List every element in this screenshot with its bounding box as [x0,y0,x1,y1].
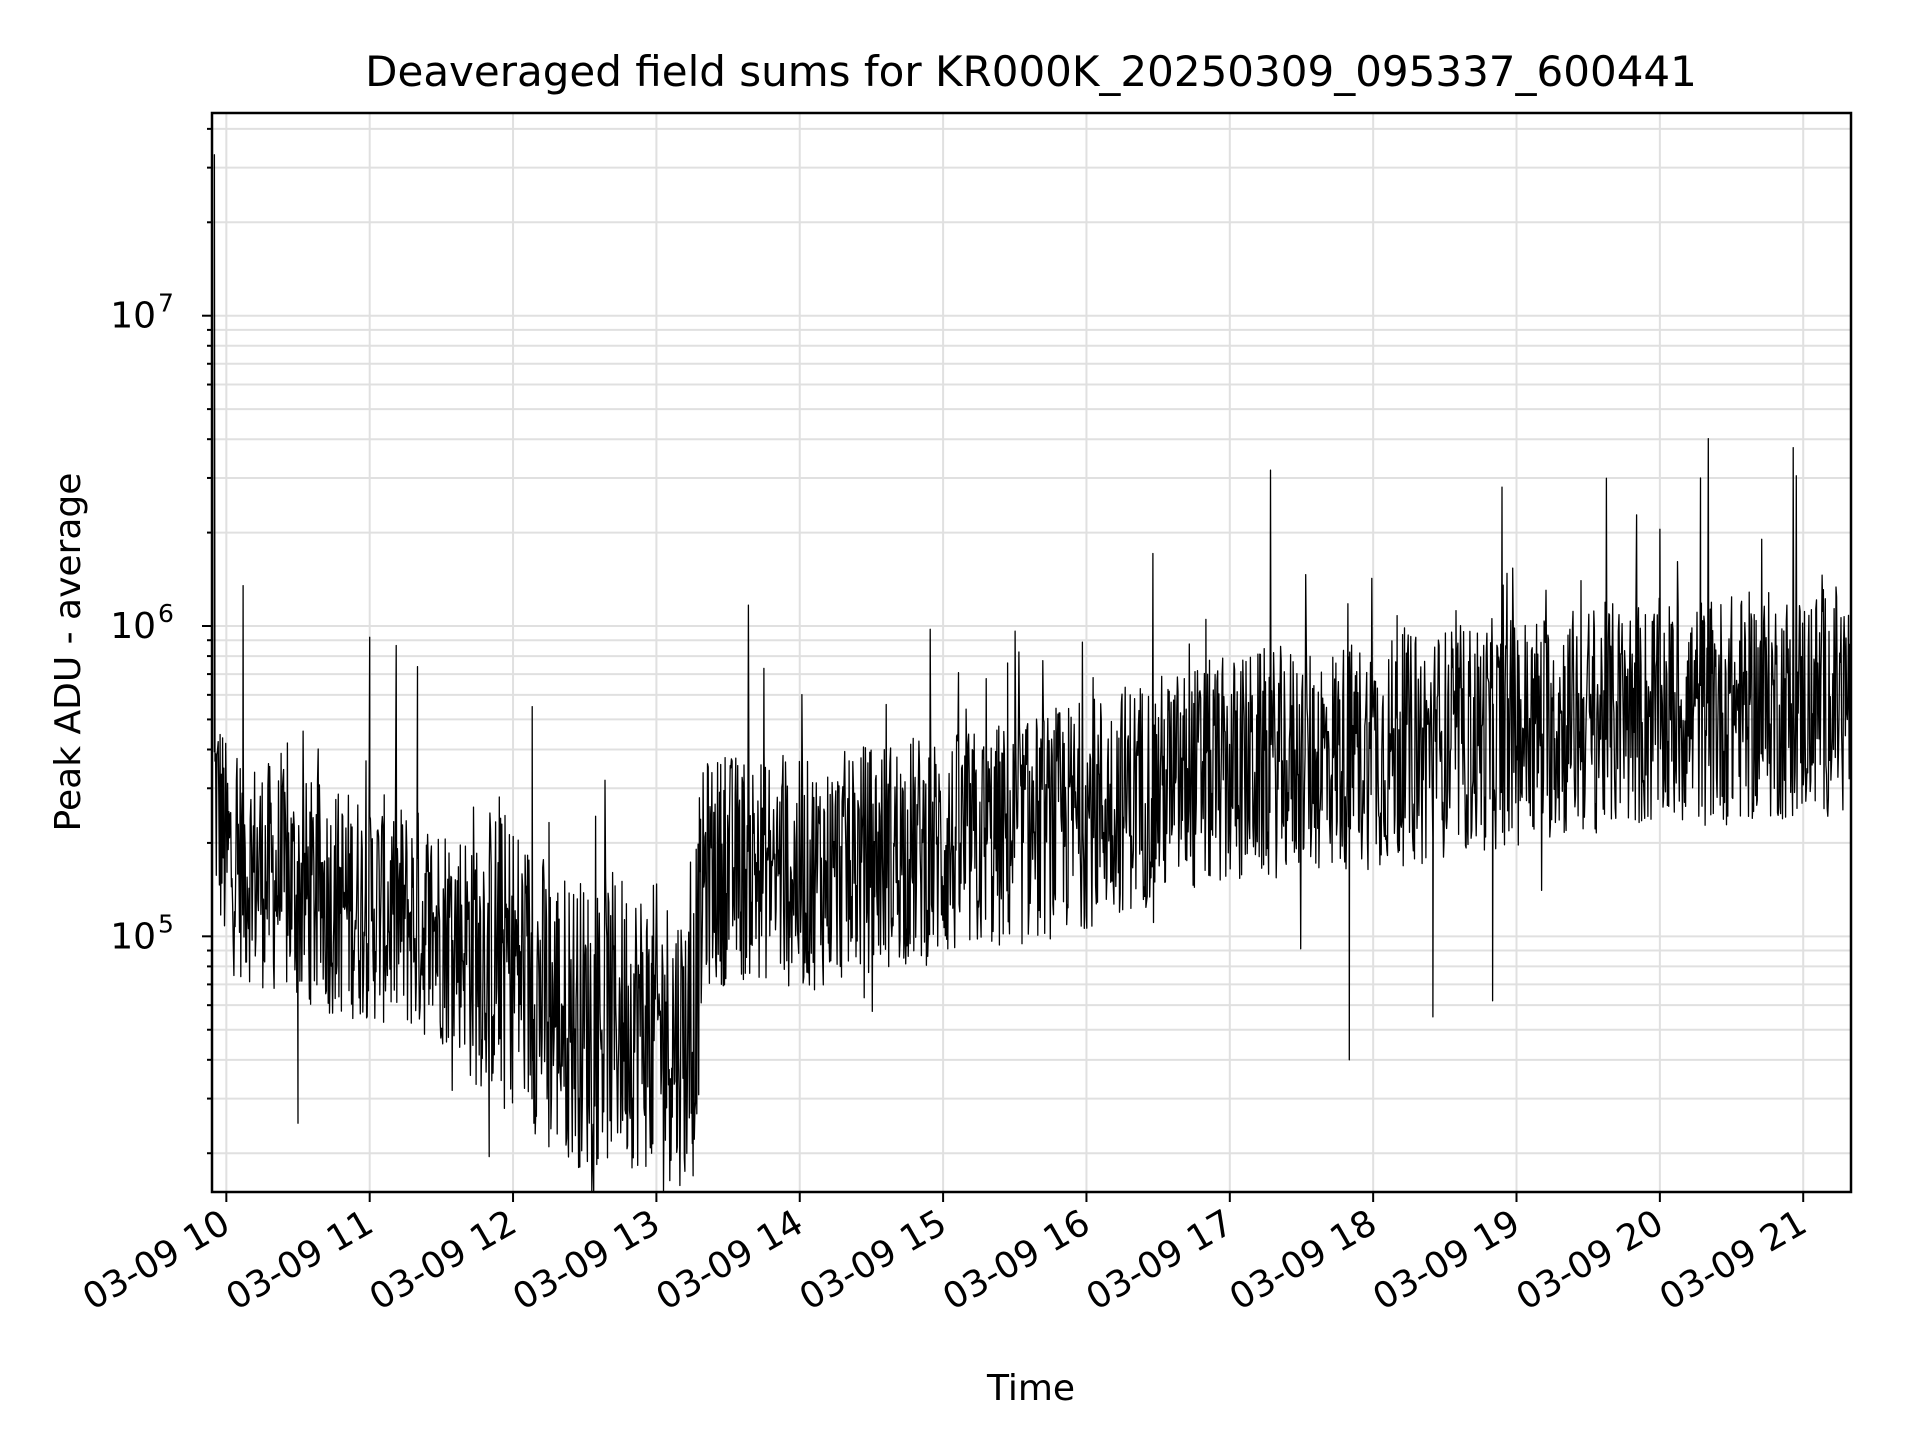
chart-title: Deaveraged field sums for KR000K_2025030… [365,47,1697,96]
series-line [213,154,1851,1193]
x-axis-label: Time [986,1368,1075,1409]
y-tick-label: 10 [110,916,156,957]
y-tick-exponent: 5 [158,909,174,938]
y-tick-exponent: 6 [158,599,174,628]
plot-frame [210,111,1853,1194]
tick-marks [202,127,1805,1202]
y-tick-label: 10 [110,606,156,647]
y-tick-exponent: 7 [158,289,174,318]
y-tick-label: 10 [110,296,156,337]
series-line-group [213,154,1851,1193]
y-axis-label: Peak ADU - average [48,473,89,832]
